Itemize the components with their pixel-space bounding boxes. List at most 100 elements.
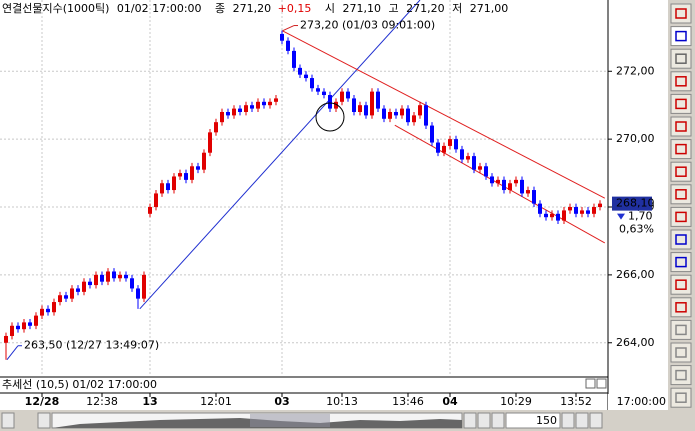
x-tick-label: 10:29 <box>500 395 532 408</box>
candle-body <box>382 108 386 119</box>
count-input[interactable] <box>505 412 561 429</box>
candle-body <box>556 213 560 221</box>
candle-body <box>340 91 344 102</box>
candle-body <box>562 210 566 221</box>
annotation: 263,50 (12/27 13:49:07) <box>24 339 159 352</box>
tool-button[interactable] <box>670 206 692 227</box>
tool-glyph <box>675 302 687 313</box>
candle-body <box>526 190 530 194</box>
x-tick-label: 04 <box>442 395 458 408</box>
zoom-in-button[interactable] <box>575 412 589 429</box>
candle-body <box>178 173 182 177</box>
candle-body <box>586 210 590 214</box>
candle-body <box>520 179 524 194</box>
next-button[interactable] <box>491 412 505 429</box>
tool-button[interactable] <box>670 229 692 250</box>
candle-body <box>298 67 302 75</box>
tool-button[interactable] <box>670 116 692 137</box>
candle-body <box>370 91 374 116</box>
tool-glyph <box>675 256 687 268</box>
candle-body <box>64 295 68 299</box>
tool-button[interactable] <box>670 297 692 318</box>
tool-button[interactable] <box>670 365 692 386</box>
tool-button[interactable] <box>670 93 692 114</box>
scroll-left-button[interactable] <box>1 412 15 429</box>
scroll-button[interactable] <box>37 412 51 429</box>
first-button[interactable] <box>463 412 477 429</box>
candle-body <box>28 322 32 326</box>
candle-body <box>52 302 56 313</box>
candle-body <box>466 156 470 160</box>
candle-body <box>160 183 164 194</box>
candle-body <box>232 108 236 116</box>
candle-body <box>154 193 158 208</box>
candle-body <box>40 308 44 316</box>
tool-button[interactable] <box>670 161 692 182</box>
tool-button[interactable] <box>670 139 692 160</box>
candle-body <box>286 40 290 51</box>
tool-button[interactable] <box>670 274 692 295</box>
toolbar-buttons <box>670 3 692 408</box>
y-tick-label: 272,00 <box>616 64 655 77</box>
candle-body <box>460 149 464 160</box>
tool-button[interactable] <box>670 342 692 363</box>
instrument: 연결선물지수(1000틱) <box>2 2 109 15</box>
candle-body <box>172 176 176 191</box>
tool-button[interactable] <box>670 26 692 47</box>
candle-body <box>454 139 458 150</box>
candle-body <box>274 98 278 102</box>
edit-button[interactable] <box>589 412 603 429</box>
small-button[interactable] <box>585 378 596 389</box>
tool-button[interactable] <box>670 252 692 273</box>
candle-body <box>502 179 506 191</box>
trend-line <box>394 124 606 244</box>
candle-body <box>376 91 380 109</box>
circle-drawing <box>315 102 345 132</box>
x-tick-label: 12:01 <box>200 395 232 408</box>
candle-body <box>22 322 26 330</box>
candle-body <box>394 111 398 116</box>
candle-body <box>202 152 206 170</box>
tool-glyph <box>675 166 687 177</box>
header-change: +0,15 <box>278 2 312 15</box>
zoom-out-button[interactable] <box>561 412 575 429</box>
candle-body <box>598 203 602 208</box>
candle-body <box>268 101 272 106</box>
tool-glyph <box>675 143 687 155</box>
small-button[interactable] <box>596 378 607 389</box>
candle-body <box>226 111 230 116</box>
indicator-label: 추세선 (10,5) 01/02 17:00:00 <box>2 378 157 391</box>
candle-body <box>10 325 14 336</box>
tool-button[interactable] <box>670 387 692 408</box>
candle-body <box>280 33 284 41</box>
candle-body <box>310 78 314 89</box>
candle-body <box>166 183 170 191</box>
tool-button[interactable] <box>670 319 692 340</box>
x-tick-label: 03 <box>274 395 289 408</box>
candle-body <box>316 88 320 92</box>
change: 1,70 <box>628 210 653 223</box>
candle-body <box>112 271 116 279</box>
candle-body <box>88 281 92 286</box>
tool-glyph <box>675 30 687 42</box>
tool-glyph <box>675 8 687 19</box>
x-tick-label: 12:38 <box>86 395 118 408</box>
candle-body <box>238 108 242 112</box>
last-price-box <box>612 196 652 211</box>
header-label: 종 <box>215 2 225 15</box>
candle-body <box>442 145 446 153</box>
tool-button[interactable] <box>670 3 692 24</box>
scroll-thumb[interactable] <box>250 414 330 427</box>
annotation-arrow <box>282 25 295 31</box>
tool-glyph <box>675 369 687 381</box>
candle-body <box>406 108 410 123</box>
tool-button[interactable] <box>670 48 692 69</box>
tool-glyph <box>675 211 687 223</box>
prev-button[interactable] <box>477 412 491 429</box>
header-value: 271,20 <box>233 2 272 15</box>
count-value: 150 <box>536 414 557 427</box>
tool-button[interactable] <box>670 184 692 205</box>
tool-button[interactable] <box>670 71 692 92</box>
